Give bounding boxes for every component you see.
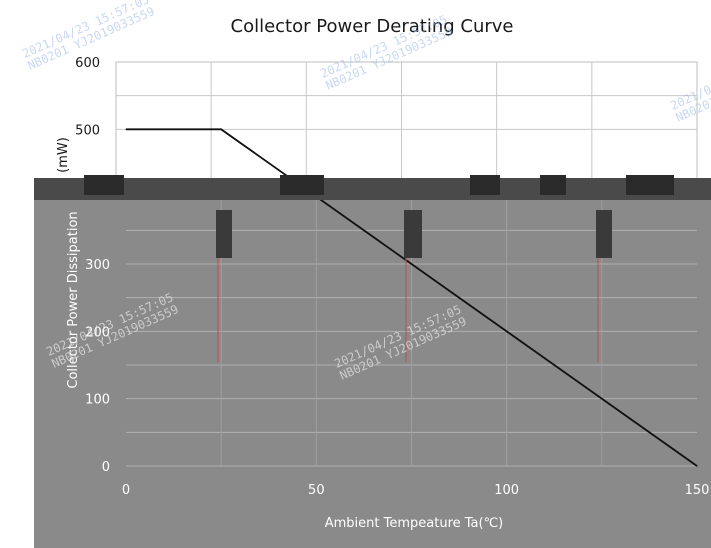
y-tick-label: 600 (75, 56, 100, 71)
y-axis-unit: (mW) (56, 137, 71, 173)
x-axis-label: Ambient Tempeature Ta(℃) (325, 516, 504, 531)
scan-artifact-block (216, 210, 232, 258)
x-tick-label: 0 (122, 483, 130, 498)
scan-artifact-band (34, 178, 711, 200)
y-tick-label: 0 (102, 460, 110, 475)
x-tick-label: 150 (685, 483, 710, 498)
plot-area-background (116, 62, 697, 180)
y-tick-label: 200 (85, 325, 110, 340)
scan-artifact-block (280, 175, 324, 195)
x-tick-label: 100 (494, 483, 519, 498)
x-tick-label: 50 (308, 483, 325, 498)
series-point (125, 128, 127, 130)
scan-artifact-block (540, 175, 566, 195)
y-tick-label: 500 (75, 123, 100, 138)
scan-artifact-block (626, 175, 674, 195)
scan-artifact-block (84, 175, 124, 195)
y-tick-label: 100 (85, 393, 110, 408)
scan-artifact-block (404, 210, 422, 258)
chart-title: Collector Power Derating Curve (230, 16, 514, 37)
y-tick-label: 300 (85, 258, 110, 273)
scan-artifact-block (470, 175, 500, 195)
series-point (220, 128, 222, 130)
scan-artifact-block (596, 210, 612, 258)
y-axis-label: Collector Power Dissipation (66, 211, 81, 388)
series-point (696, 465, 698, 467)
